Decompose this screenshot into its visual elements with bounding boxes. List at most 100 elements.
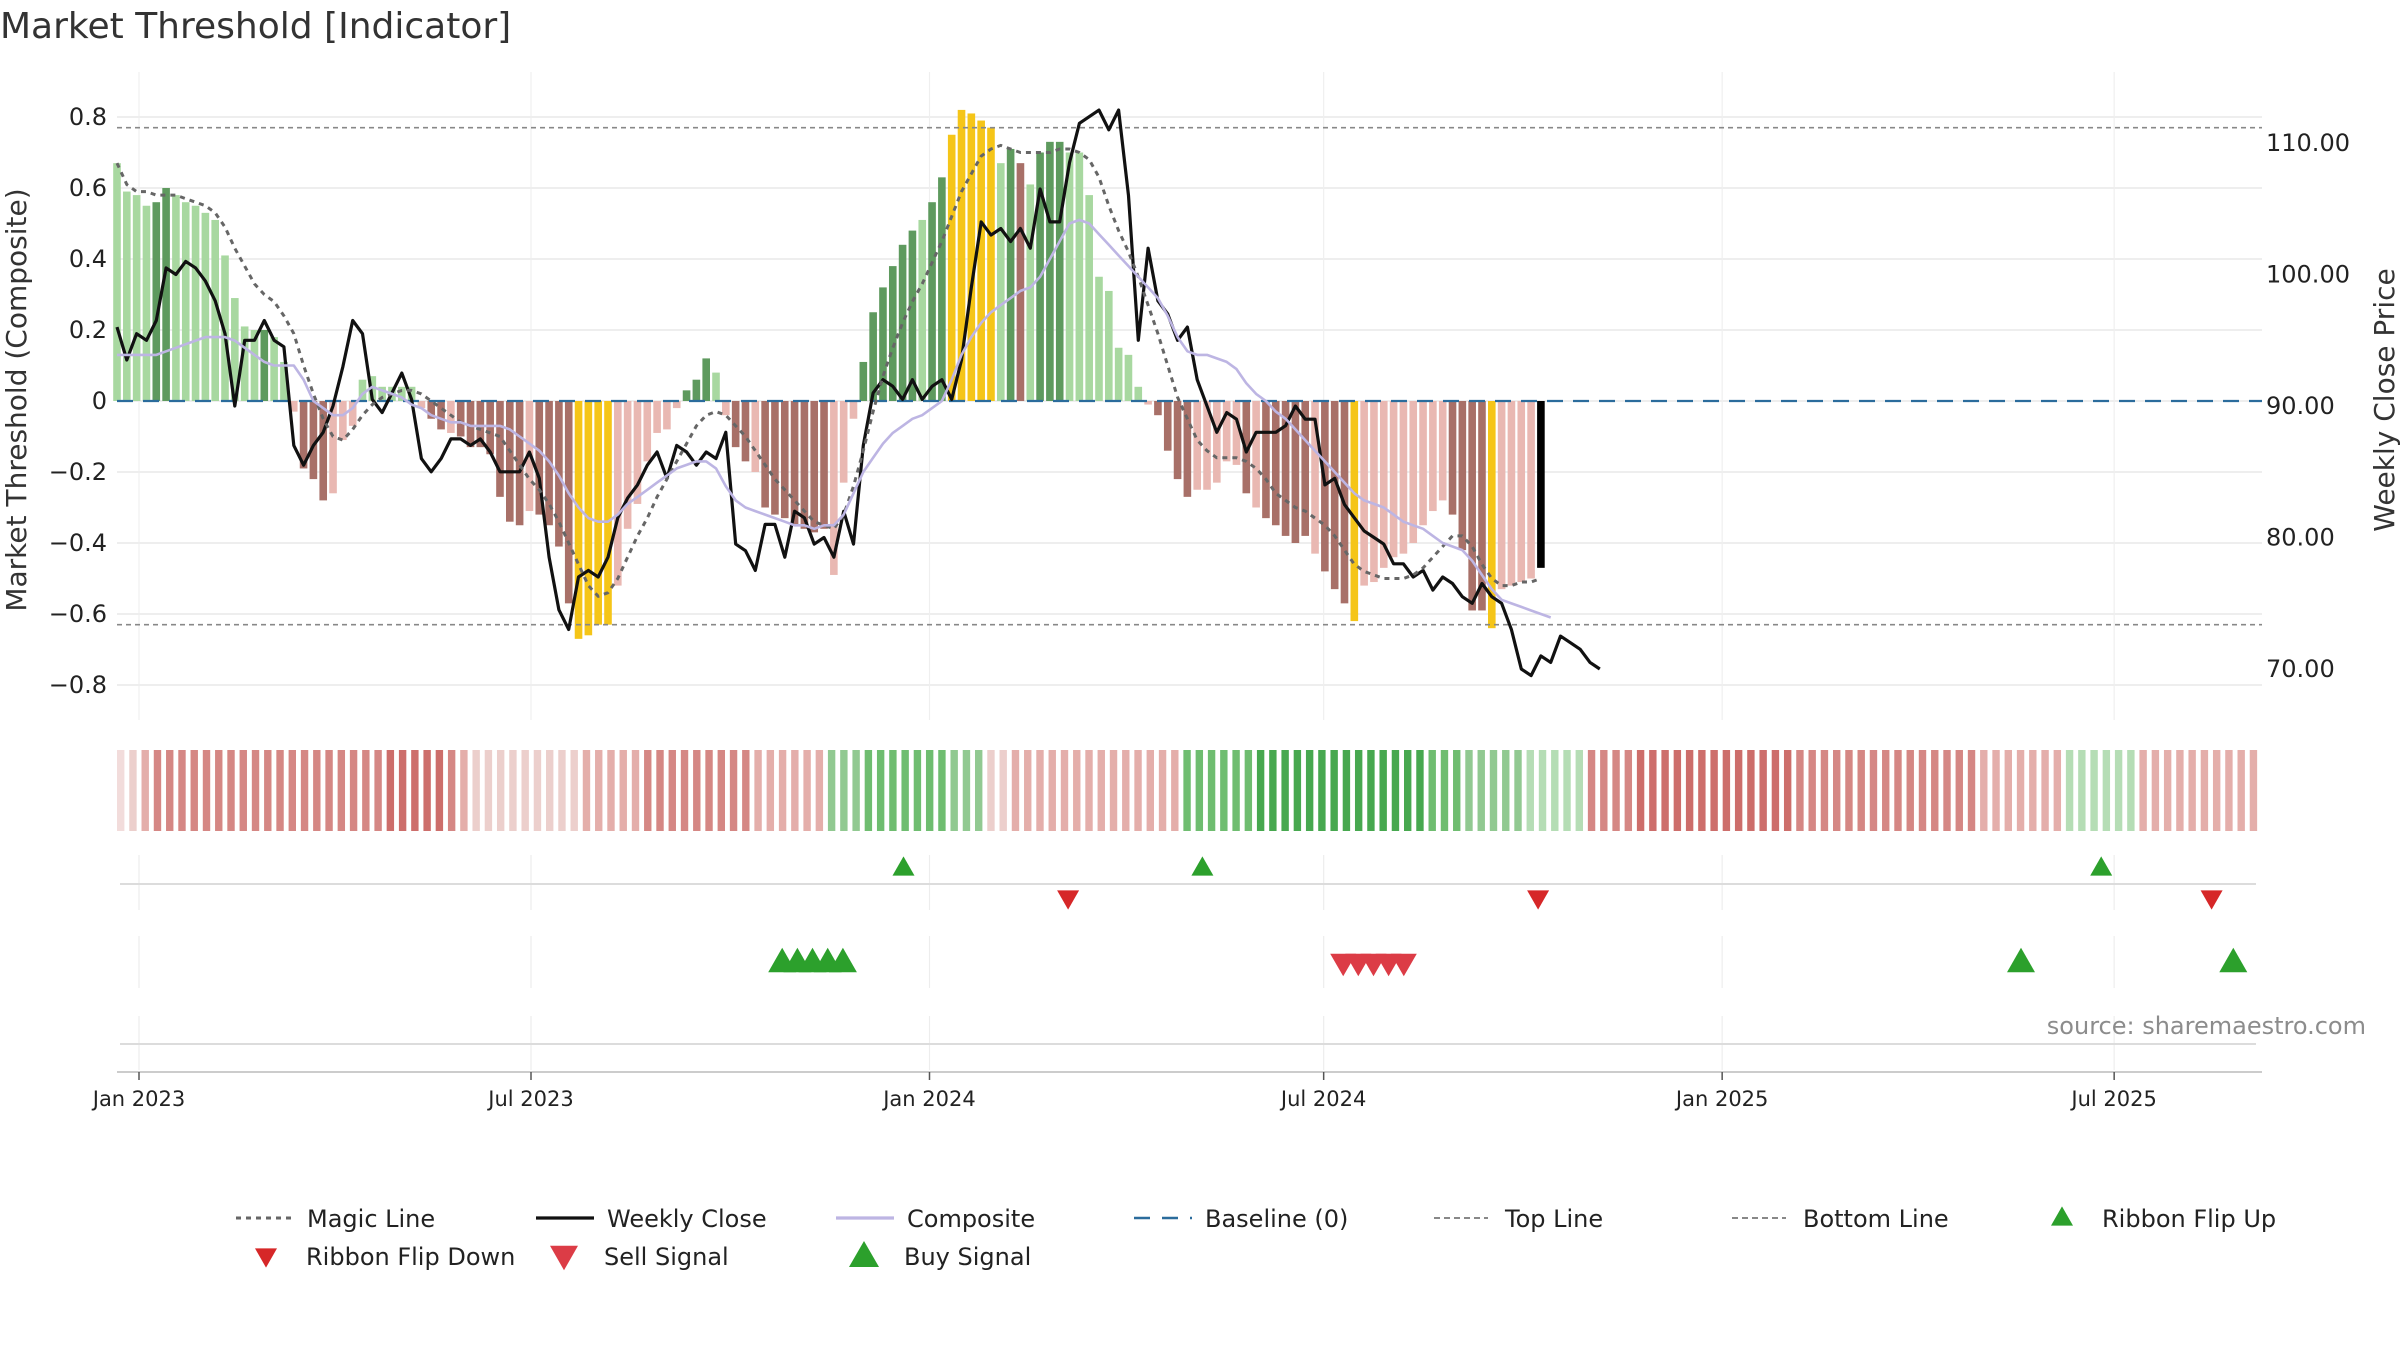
- composite-bar: [437, 401, 445, 430]
- ribbon-segment: [631, 750, 640, 831]
- composite-bar: [289, 401, 298, 412]
- ribbon-segment: [1514, 750, 1522, 831]
- composite-bar: [1330, 401, 1339, 590]
- ribbon-segment: [178, 750, 186, 831]
- ribbon-segment: [1097, 750, 1105, 831]
- right-tick-label: 80.00: [2266, 524, 2335, 552]
- legend-label: Ribbon Flip Up: [2102, 1205, 2276, 1233]
- ribbon-segment: [1771, 750, 1780, 831]
- ribbon-segment: [901, 750, 909, 831]
- legend-label: Baseline (0): [1205, 1205, 1348, 1233]
- composite-bar: [1537, 401, 1545, 568]
- ribbon-segment: [1489, 750, 1498, 831]
- left-tick-label: 0: [92, 387, 107, 415]
- ribbon-segment: [2176, 750, 2184, 831]
- composite-bar: [456, 401, 465, 437]
- composite-bar: [967, 113, 976, 401]
- composite-bar: [594, 401, 602, 625]
- ribbon-segment: [2078, 750, 2086, 831]
- ribbon-segment: [153, 750, 162, 831]
- ribbon-segment: [1918, 750, 1927, 831]
- ribbon-segment: [411, 750, 419, 831]
- ribbon-segment: [447, 750, 456, 831]
- ribbon-segment: [1122, 750, 1130, 831]
- ribbon-segment: [117, 750, 125, 831]
- composite-bar: [987, 127, 995, 402]
- ribbon-segment: [1440, 750, 1449, 831]
- ribbon-segment: [300, 750, 309, 831]
- ribbon-segment: [1722, 750, 1731, 831]
- ribbon-segment: [227, 750, 235, 831]
- composite-bar: [1379, 401, 1388, 568]
- ribbon-segment: [2188, 750, 2196, 831]
- left-tick-label: 0.2: [69, 316, 107, 344]
- composite-bar: [1124, 354, 1133, 401]
- legend-label: Weekly Close: [607, 1205, 767, 1233]
- composite-bar: [898, 244, 907, 401]
- ribbon-segment: [1575, 750, 1583, 831]
- legend: Magic Line Weekly Close Composite Baseline …: [236, 1205, 2276, 1271]
- ribbon-segment: [1048, 750, 1056, 831]
- legend-label: Magic Line: [307, 1205, 435, 1233]
- legend-label: Top Line: [1504, 1205, 1603, 1233]
- ribbon-segment: [1906, 750, 1914, 831]
- composite-bar: [702, 358, 710, 401]
- ribbon-segment: [2065, 750, 2074, 831]
- composite-bar: [1105, 290, 1113, 401]
- ribbon-segment: [1109, 750, 1118, 831]
- ribbon-segment: [1783, 750, 1792, 831]
- ribbon-segment: [325, 750, 333, 831]
- ribbon-segment: [1404, 750, 1412, 831]
- composite-bar: [810, 401, 819, 533]
- ribbon-segment: [129, 750, 137, 831]
- composite-bar: [1429, 401, 1437, 512]
- composite-bar: [1527, 401, 1535, 579]
- composite-bar: [397, 386, 406, 401]
- composite-bar: [142, 205, 151, 401]
- composite-bar: [977, 120, 985, 402]
- composite-bar: [1389, 401, 1398, 558]
- ribbon-segment: [1305, 750, 1314, 831]
- ribbon-segment: [1980, 750, 1988, 831]
- ribbon-flip-row: [120, 855, 2256, 910]
- ribbon-segment: [1318, 750, 1326, 831]
- ribbon-segment: [803, 750, 811, 831]
- ribbon-segment: [987, 750, 995, 831]
- composite-bar: [643, 401, 652, 462]
- ribbon-segment: [362, 750, 370, 831]
- ribbon-segment: [876, 750, 885, 831]
- ribbon-segment: [1354, 750, 1363, 831]
- composite-bar: [1154, 401, 1162, 416]
- ribbon-segment: [546, 750, 554, 831]
- left-tick-label: −0.2: [49, 458, 107, 486]
- left-tick-label: 0.8: [69, 103, 107, 131]
- ribbon-segment: [1600, 750, 1608, 831]
- ribbon-segment: [202, 750, 211, 831]
- composite-bar: [751, 401, 760, 472]
- composite-bar: [1213, 401, 1221, 483]
- ribbon-segment: [533, 750, 542, 831]
- right-axis-label: Weekly Close Price: [2368, 268, 2400, 531]
- ribbon-segment: [2127, 750, 2135, 831]
- ribbon-segment: [827, 750, 836, 831]
- composite-bar: [515, 401, 524, 526]
- composite-bar: [1419, 401, 1427, 526]
- composite-bar: [614, 401, 622, 586]
- composite-bar: [309, 401, 318, 480]
- ribbon-segment: [1256, 750, 1265, 831]
- ribbon-segment: [1477, 750, 1485, 831]
- ribbon-segment: [2200, 750, 2209, 831]
- ribbon-segment: [349, 750, 358, 831]
- composite-bar: [1055, 141, 1064, 401]
- composite-bar: [780, 401, 789, 519]
- ribbon-segment: [1244, 750, 1253, 831]
- ribbon-segment: [619, 750, 627, 831]
- ribbon-segment: [472, 750, 480, 831]
- ribbon-segment: [1073, 750, 1081, 831]
- ribbon-segment: [1551, 750, 1559, 831]
- composite-bar: [1291, 401, 1300, 543]
- ribbon-segment: [1624, 750, 1633, 831]
- chart-title: Market Threshold [Indicator]: [0, 6, 511, 47]
- composite-bar: [201, 212, 210, 401]
